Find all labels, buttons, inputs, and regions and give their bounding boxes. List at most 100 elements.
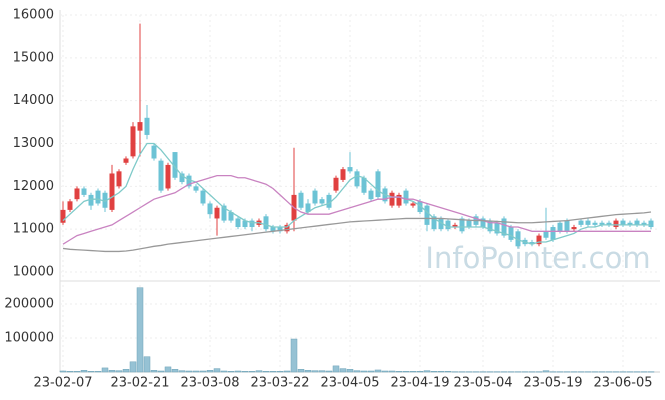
candle-body bbox=[326, 194, 332, 208]
volume-bar bbox=[570, 371, 578, 373]
candle-body bbox=[158, 160, 164, 191]
candle-body bbox=[60, 209, 66, 223]
candle-body bbox=[172, 152, 178, 178]
candle-body bbox=[116, 171, 122, 187]
candle-body bbox=[417, 201, 423, 213]
volume-bar bbox=[374, 369, 382, 373]
y-tick-label: 13000 bbox=[13, 136, 54, 151]
candle-body bbox=[270, 227, 276, 232]
x-tick-label: 23-06-05 bbox=[593, 376, 652, 391]
volume-bar bbox=[143, 356, 151, 373]
candle-body bbox=[494, 222, 500, 234]
candle-body bbox=[648, 220, 654, 228]
volume-bar bbox=[108, 370, 116, 373]
candle-body bbox=[564, 220, 570, 232]
x-tick-label: 23-04-19 bbox=[390, 376, 449, 391]
x-tick-label: 23-05-04 bbox=[453, 376, 512, 391]
volume-bar bbox=[542, 370, 550, 373]
volume-bar bbox=[262, 371, 270, 373]
candle-body bbox=[431, 216, 437, 230]
y-tick-label: 12000 bbox=[13, 179, 54, 194]
candle-body bbox=[599, 222, 605, 225]
candle-body bbox=[557, 222, 563, 232]
volume-bar bbox=[507, 371, 515, 373]
y2-tick-label: 200000 bbox=[4, 297, 54, 312]
volume-bar bbox=[87, 371, 95, 373]
candle-body bbox=[228, 212, 234, 221]
candle-body bbox=[340, 169, 346, 180]
volume-bar bbox=[647, 371, 655, 373]
volume-bar bbox=[416, 371, 424, 373]
candle-body bbox=[284, 224, 290, 232]
volume-bar bbox=[59, 370, 67, 373]
x-tick-label: 23-02-07 bbox=[33, 376, 92, 391]
candle-body bbox=[396, 194, 402, 206]
watermark: InfoPointer.com bbox=[425, 241, 650, 275]
volume-bar bbox=[66, 371, 74, 373]
volume-bar bbox=[220, 370, 228, 373]
volume-bar bbox=[388, 370, 396, 373]
candle-body bbox=[613, 220, 619, 228]
candle-body bbox=[81, 188, 87, 195]
volume-bar bbox=[150, 370, 158, 373]
candle-body bbox=[312, 190, 318, 204]
candle-body bbox=[102, 192, 108, 208]
candle-body bbox=[235, 218, 241, 228]
candle-body bbox=[249, 220, 255, 228]
candle-body bbox=[508, 227, 514, 240]
volume-bar bbox=[136, 287, 144, 373]
volume-bar bbox=[339, 368, 347, 373]
volume-bar bbox=[255, 370, 263, 373]
volume-bar bbox=[493, 371, 501, 373]
volume-bar bbox=[563, 371, 571, 373]
volume-bar bbox=[199, 370, 207, 373]
volume-bar bbox=[206, 370, 214, 373]
volume-bar bbox=[129, 361, 137, 373]
y-tick-label: 14000 bbox=[13, 93, 54, 108]
candle-body bbox=[501, 218, 507, 236]
volume-bar bbox=[395, 371, 403, 373]
y-tick-label: 10000 bbox=[13, 265, 54, 280]
volume-bar bbox=[556, 371, 564, 373]
volume-bar bbox=[584, 371, 592, 373]
candle-body bbox=[137, 122, 143, 131]
candle-body bbox=[403, 190, 409, 204]
volume-bar bbox=[458, 371, 466, 373]
volume-bar bbox=[311, 370, 319, 373]
y-tick-label: 11000 bbox=[13, 222, 54, 237]
volume-bar bbox=[500, 371, 508, 373]
candle-body bbox=[221, 205, 227, 221]
x-tick-label: 23-05-19 bbox=[523, 376, 582, 391]
candle-body bbox=[179, 173, 185, 183]
volume-bar bbox=[612, 371, 620, 373]
volume-bar bbox=[528, 371, 536, 373]
volume-bar bbox=[402, 371, 410, 373]
volume-bar bbox=[381, 370, 389, 373]
volume-bar bbox=[605, 371, 613, 373]
candle-body bbox=[606, 222, 612, 225]
volume-bar bbox=[213, 368, 221, 373]
volume-bar bbox=[514, 371, 522, 373]
volume-bar bbox=[80, 370, 88, 373]
candle-body bbox=[88, 194, 94, 206]
candle-body bbox=[361, 177, 367, 193]
candle-body bbox=[389, 192, 395, 206]
volume-bar bbox=[325, 370, 333, 373]
volume-bar bbox=[409, 371, 417, 373]
volume-bar bbox=[591, 371, 599, 373]
volume-bar bbox=[633, 371, 641, 373]
candle-body bbox=[641, 222, 647, 225]
volume-bar bbox=[318, 370, 326, 373]
candle-body bbox=[193, 186, 199, 191]
candle-body bbox=[95, 190, 101, 204]
candle-body bbox=[452, 224, 458, 228]
volume-bar bbox=[241, 371, 249, 373]
candle-body bbox=[536, 235, 542, 245]
volume-bar bbox=[227, 371, 235, 373]
volume-bar bbox=[157, 370, 165, 373]
volume-bar bbox=[290, 338, 298, 373]
volume-bar bbox=[437, 371, 445, 373]
volume-bar bbox=[115, 370, 123, 373]
volume-bar bbox=[283, 370, 291, 373]
